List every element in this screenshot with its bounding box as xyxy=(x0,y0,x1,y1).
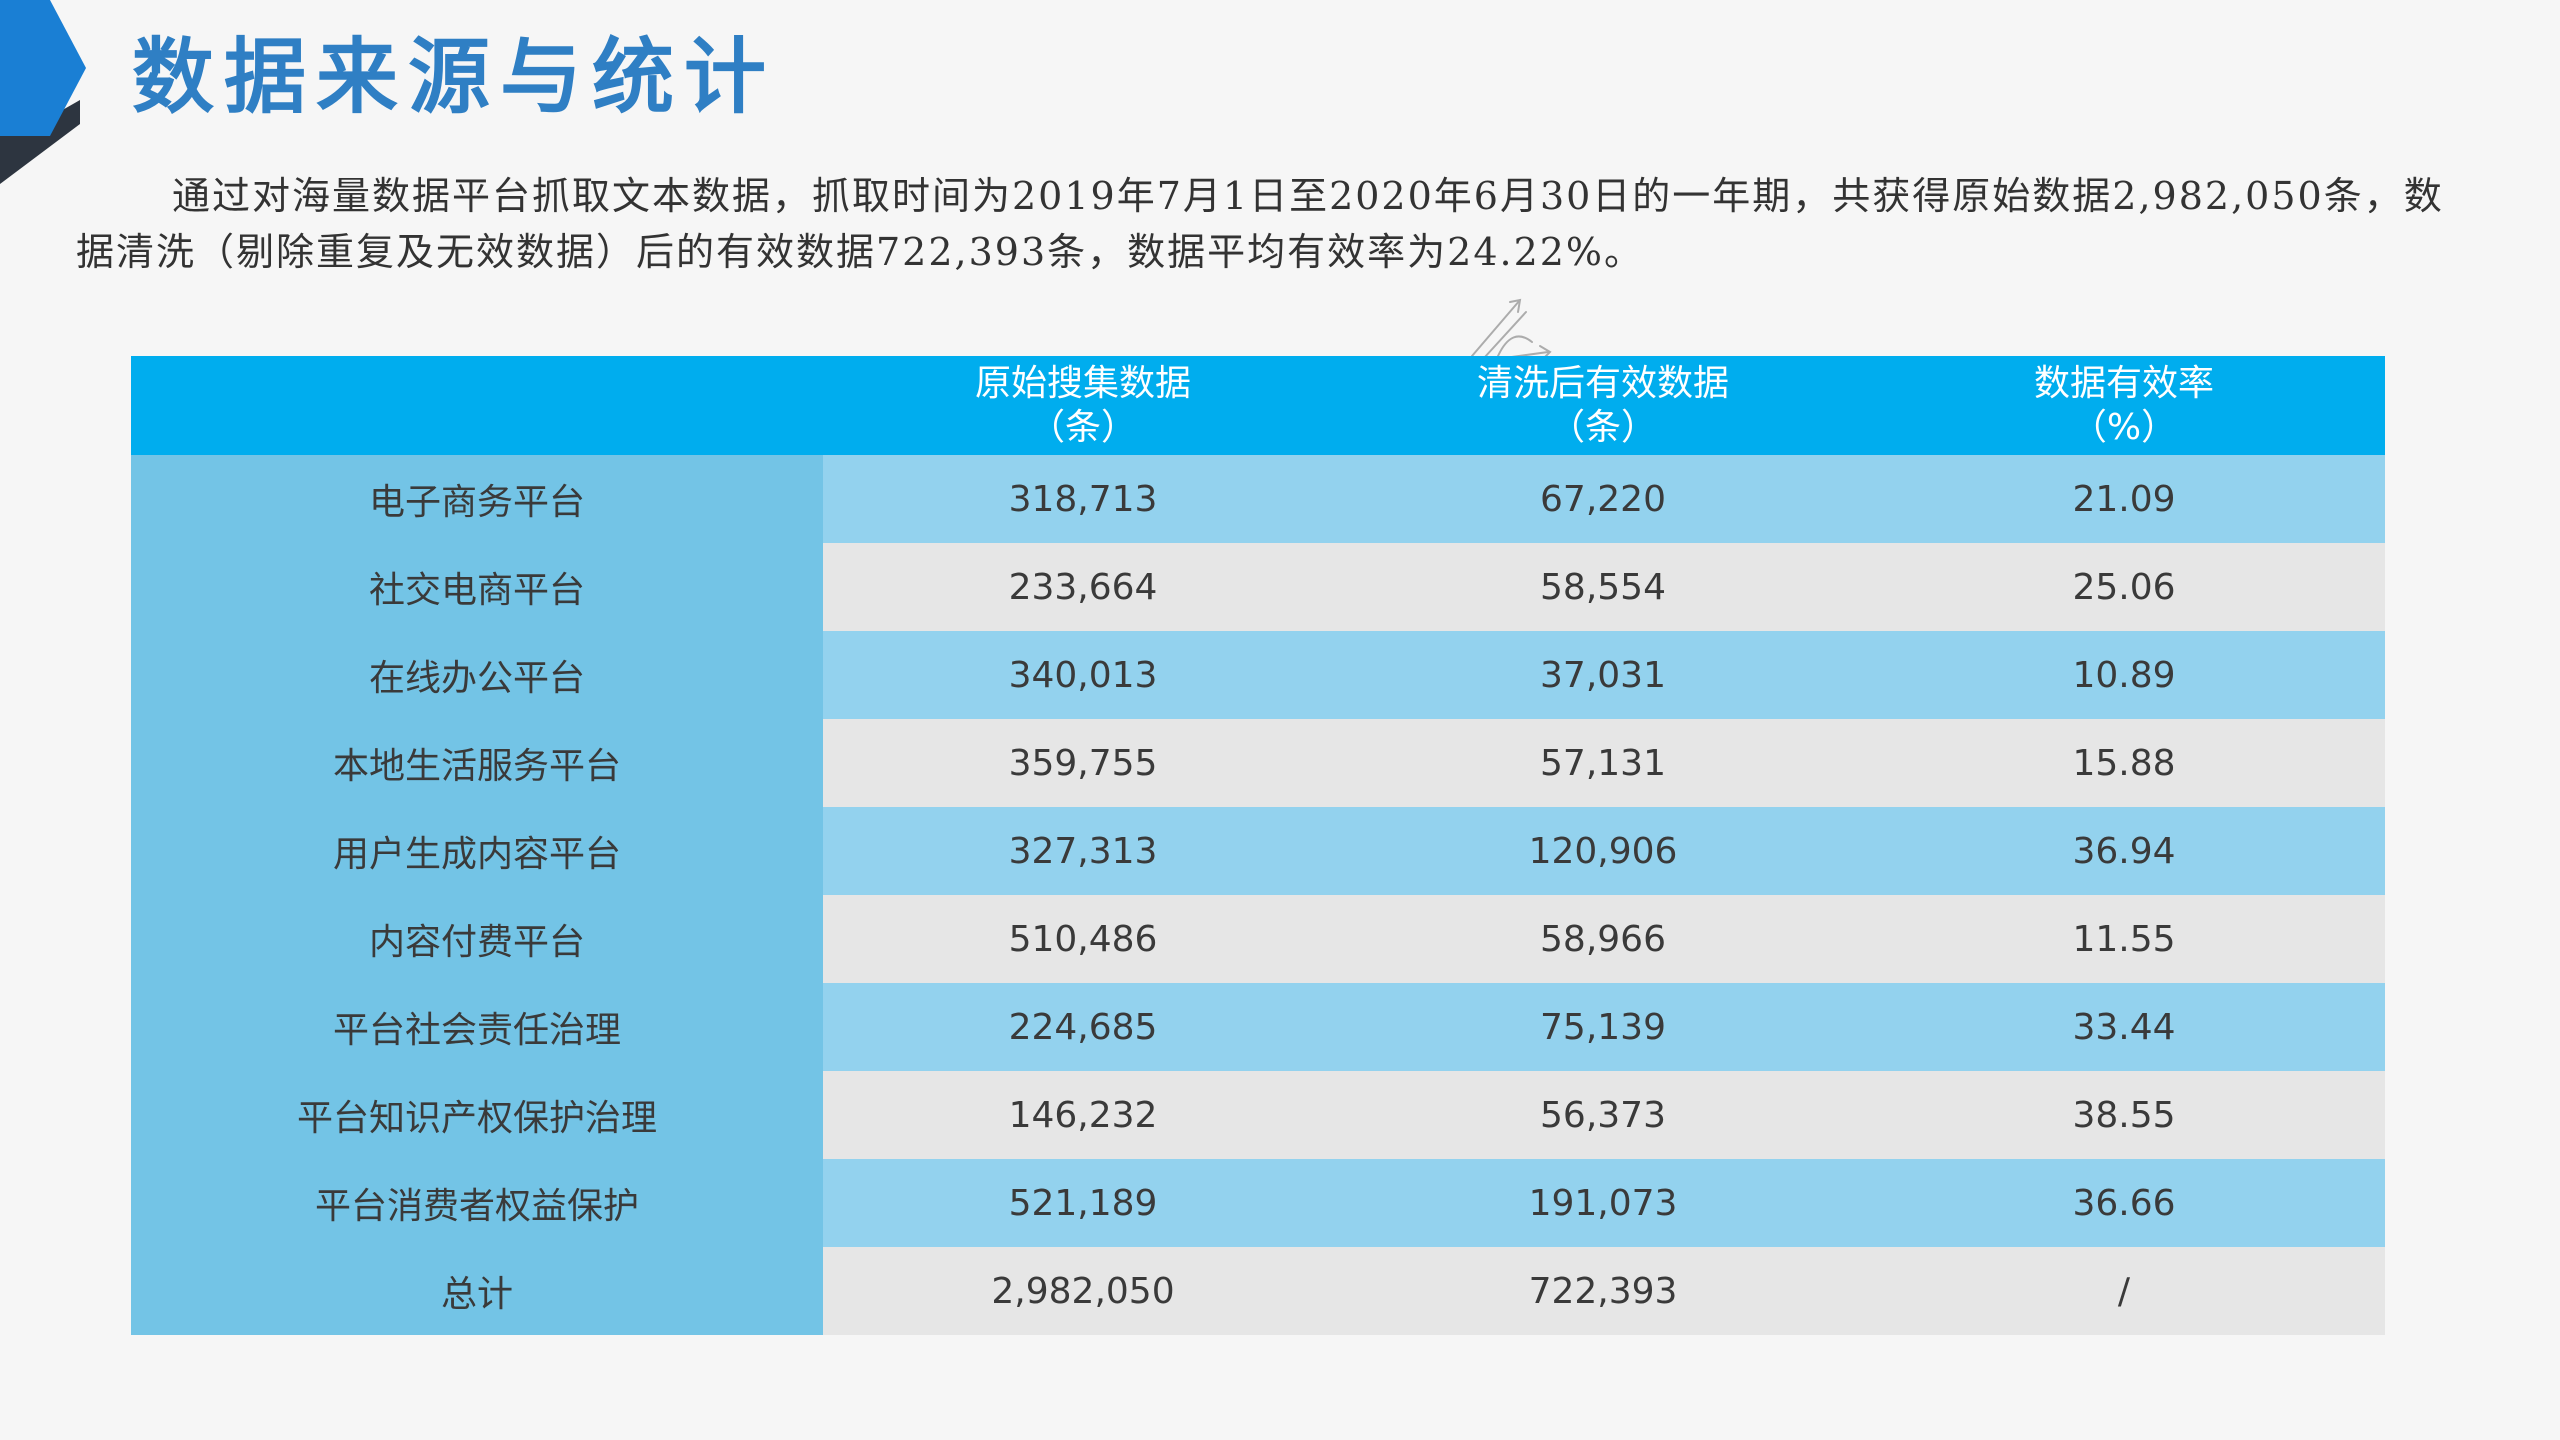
table-header-row: 原始搜集数据 （条） 清洗后有效数据 （条） 数据有效率 （%） xyxy=(131,356,2385,455)
rate-cell: 36.94 xyxy=(1863,807,2385,895)
platform-cell: 平台社会责任治理 xyxy=(131,983,823,1071)
raw-count-cell: 318,713 xyxy=(823,455,1343,543)
table-row: 平台知识产权保护治理 146,232 56,373 38.55 xyxy=(131,1071,2385,1159)
platform-cell: 电子商务平台 xyxy=(131,455,823,543)
header-line: 数据有效率 xyxy=(2033,362,2214,404)
rate-cell: 10.89 xyxy=(1863,631,2385,719)
raw-count-cell: 224,685 xyxy=(823,983,1343,1071)
rate-cell: 15.88 xyxy=(1863,719,2385,807)
clean-count-cell: 722,393 xyxy=(1343,1247,1863,1335)
clean-count-cell: 58,554 xyxy=(1343,543,1863,631)
platform-cell: 平台知识产权保护治理 xyxy=(131,1071,823,1159)
rate-cell: 25.06 xyxy=(1863,543,2385,631)
platform-cell: 社交电商平台 xyxy=(131,543,823,631)
raw-count-cell: 521,189 xyxy=(823,1159,1343,1247)
raw-count-cell: 327,313 xyxy=(823,807,1343,895)
clean-count-cell: 120,906 xyxy=(1343,807,1863,895)
clean-count-cell: 67,220 xyxy=(1343,455,1863,543)
header-cell-raw: 原始搜集数据 （条） xyxy=(823,356,1343,455)
rate-cell: 21.09 xyxy=(1863,455,2385,543)
table-row: 用户生成内容平台 327,313 120,906 36.94 xyxy=(131,807,2385,895)
raw-count-cell: 359,755 xyxy=(823,719,1343,807)
data-statistics-table: 原始搜集数据 （条） 清洗后有效数据 （条） 数据有效率 （%） 电子商务平台 … xyxy=(131,356,2385,1335)
raw-count-cell: 510,486 xyxy=(823,895,1343,983)
rate-cell: 38.55 xyxy=(1863,1071,2385,1159)
clean-count-cell: 37,031 xyxy=(1343,631,1863,719)
header-line: 清洗后有效数据 xyxy=(1476,362,1729,404)
rate-cell: / xyxy=(1863,1247,2385,1335)
raw-count-cell: 340,013 xyxy=(823,631,1343,719)
raw-count-cell: 146,232 xyxy=(823,1071,1343,1159)
platform-cell: 用户生成内容平台 xyxy=(131,807,823,895)
header-unit: （条） xyxy=(1548,406,1657,448)
clean-count-cell: 57,131 xyxy=(1343,719,1863,807)
clean-count-cell: 75,139 xyxy=(1343,983,1863,1071)
raw-count-cell: 233,664 xyxy=(823,543,1343,631)
clean-count-cell: 56,373 xyxy=(1343,1071,1863,1159)
clean-count-cell: 58,966 xyxy=(1343,895,1863,983)
sketch-arrows-watermark-icon xyxy=(1471,298,1552,361)
table-row: 平台社会责任治理 224,685 75,139 33.44 xyxy=(131,983,2385,1071)
table-row: 本地生活服务平台 359,755 57,131 15.88 xyxy=(131,719,2385,807)
platform-cell: 平台消费者权益保护 xyxy=(131,1159,823,1247)
table-row: 平台消费者权益保护 521,189 191,073 36.66 xyxy=(131,1159,2385,1247)
header-cell-clean: 清洗后有效数据 （条） xyxy=(1343,356,1863,455)
header-unit: （条） xyxy=(1028,406,1137,448)
header-cell-platform xyxy=(131,356,823,455)
platform-cell: 总计 xyxy=(131,1247,823,1335)
rate-cell: 36.66 xyxy=(1863,1159,2385,1247)
table-row: 电子商务平台 318,713 67,220 21.09 xyxy=(131,455,2385,543)
table-row: 在线办公平台 340,013 37,031 10.89 xyxy=(131,631,2385,719)
header-line: 原始搜集数据 xyxy=(974,362,1191,404)
page-title: 数据来源与统计 xyxy=(132,29,777,125)
table-row: 内容付费平台 510,486 58,966 11.55 xyxy=(131,895,2385,983)
raw-count-cell: 2,982,050 xyxy=(823,1247,1343,1335)
rate-cell: 33.44 xyxy=(1863,983,2385,1071)
platform-cell: 内容付费平台 xyxy=(131,895,823,983)
clean-count-cell: 191,073 xyxy=(1343,1159,1863,1247)
header-cell-rate: 数据有效率 （%） xyxy=(1863,356,2385,455)
intro-paragraph: 通过对海量数据平台抓取文本数据，抓取时间为2019年7月1日至2020年6月30… xyxy=(76,174,2444,274)
table-row: 社交电商平台 233,664 58,554 25.06 xyxy=(131,543,2385,631)
header-unit: （%） xyxy=(2070,406,2178,448)
platform-cell: 本地生活服务平台 xyxy=(131,719,823,807)
rate-cell: 11.55 xyxy=(1863,895,2385,983)
platform-cell: 在线办公平台 xyxy=(131,631,823,719)
table-row-total: 总计 2,982,050 722,393 / xyxy=(131,1247,2385,1335)
corner-chevron-icon xyxy=(0,0,86,184)
